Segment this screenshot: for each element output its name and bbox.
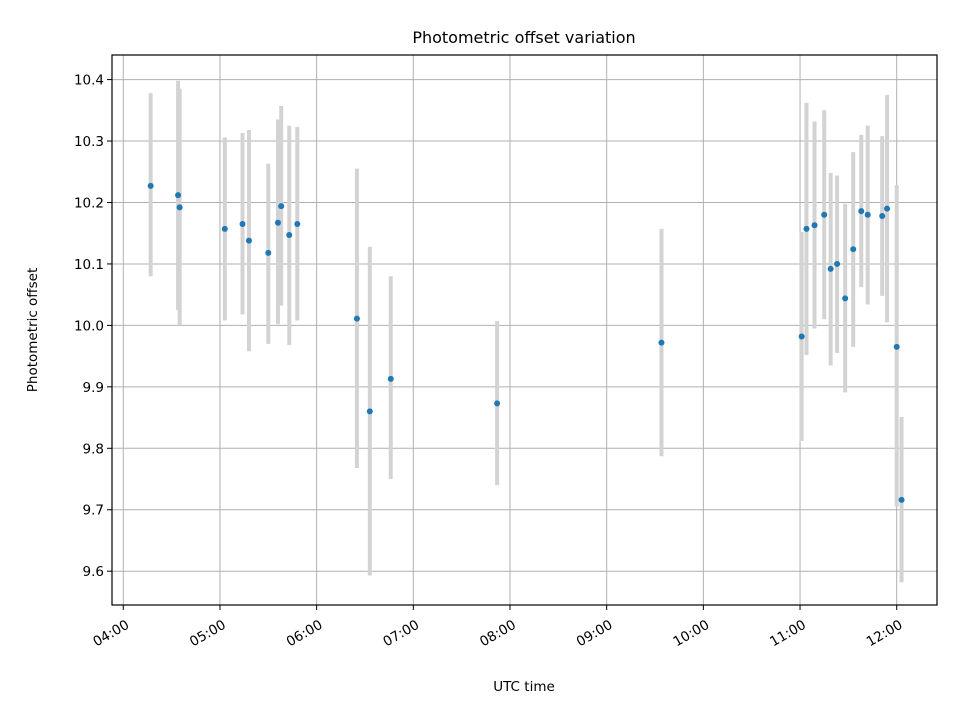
data-points bbox=[147, 182, 905, 503]
y-tick-label: 10.1 bbox=[74, 257, 104, 273]
y-tick-label: 10.0 bbox=[74, 318, 104, 334]
data-point bbox=[798, 333, 805, 340]
data-point bbox=[803, 225, 810, 232]
data-point bbox=[245, 237, 252, 244]
data-point bbox=[884, 205, 891, 212]
data-point bbox=[286, 232, 293, 239]
grid bbox=[112, 55, 937, 605]
data-point bbox=[278, 203, 285, 210]
data-point bbox=[294, 220, 301, 227]
y-tick-label: 9.8 bbox=[83, 441, 104, 457]
data-point bbox=[147, 182, 154, 189]
data-point bbox=[827, 265, 834, 272]
data-point bbox=[658, 339, 665, 346]
data-point bbox=[387, 375, 394, 382]
data-point bbox=[265, 249, 272, 256]
y-axis-ticks: 9.6 9.7 9.8 9.9 10.0 10.1 10.2 10.3 10.4 bbox=[74, 73, 112, 580]
chart-title: Photometric offset variation bbox=[412, 28, 635, 47]
data-point bbox=[842, 295, 849, 302]
data-point bbox=[494, 400, 501, 407]
data-point bbox=[834, 260, 841, 267]
data-point bbox=[893, 343, 900, 350]
data-point bbox=[864, 211, 871, 218]
x-axis-label: UTC time bbox=[493, 679, 555, 695]
data-point bbox=[821, 211, 828, 218]
data-point bbox=[353, 315, 360, 322]
data-point bbox=[879, 213, 886, 220]
data-point bbox=[366, 408, 373, 415]
data-point bbox=[898, 496, 905, 503]
data-point bbox=[221, 225, 228, 232]
y-tick-label: 10.4 bbox=[74, 73, 104, 89]
data-point bbox=[175, 192, 182, 199]
data-point bbox=[239, 220, 246, 227]
plot-frame bbox=[111, 54, 938, 606]
data-point bbox=[811, 222, 818, 229]
data-point bbox=[176, 204, 183, 211]
y-tick-label: 9.6 bbox=[83, 564, 104, 580]
y-axis-label: Photometric offset bbox=[25, 268, 41, 392]
data-point bbox=[850, 246, 857, 253]
data-point bbox=[274, 219, 281, 226]
y-tick-label: 9.9 bbox=[83, 380, 104, 396]
data-point bbox=[858, 208, 865, 215]
y-tick-label: 9.7 bbox=[83, 503, 104, 519]
y-tick-label: 10.2 bbox=[74, 195, 104, 211]
y-tick-label: 10.3 bbox=[74, 134, 104, 150]
